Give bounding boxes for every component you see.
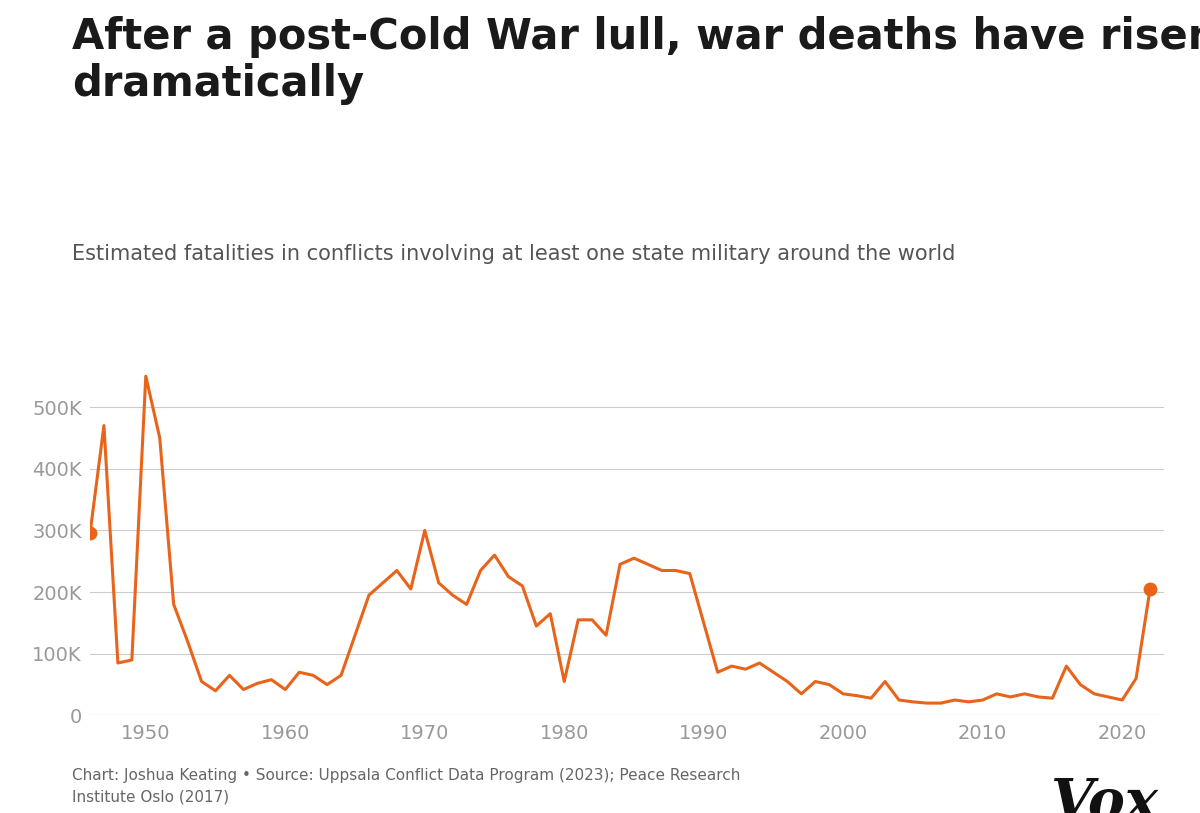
Text: Estimated fatalities in conflicts involving at least one state military around t: Estimated fatalities in conflicts involv… — [72, 244, 955, 264]
Text: Chart: Joshua Keating • Source: Uppsala Conflict Data Program (2023); Peace Rese: Chart: Joshua Keating • Source: Uppsala … — [72, 768, 740, 804]
Text: Vox: Vox — [1050, 776, 1158, 813]
Text: After a post-Cold War lull, war deaths have risen
dramatically: After a post-Cold War lull, war deaths h… — [72, 16, 1200, 105]
